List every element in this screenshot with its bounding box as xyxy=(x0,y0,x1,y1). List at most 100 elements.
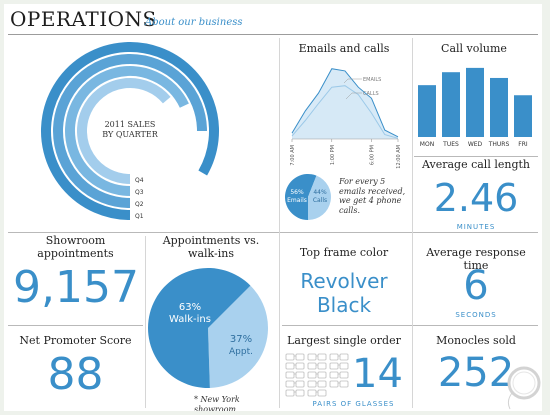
glasses-lens xyxy=(285,362,295,370)
slice-appt xyxy=(208,285,269,388)
sales-label-q1: Q1 xyxy=(135,213,144,220)
response-value: 6 xyxy=(463,263,489,309)
glasses-lens xyxy=(295,389,305,397)
glasses-lens xyxy=(339,380,349,388)
sales-ring-q1 xyxy=(41,42,219,220)
bar-label-fri: FRI xyxy=(518,141,528,148)
glasses-lens xyxy=(317,353,327,361)
call-volume-title: Call volume xyxy=(441,42,507,55)
sales-label-q3: Q3 xyxy=(135,189,144,196)
glasses-lens xyxy=(339,353,349,361)
sales-label-q4: Q4 xyxy=(135,177,144,184)
glasses-lens xyxy=(285,353,295,361)
monocles-title: Monocles sold xyxy=(436,334,516,347)
sales-title-line1: 2011 SALES xyxy=(105,120,156,129)
ratio-note: For every 5 emails received, we get 4 ph… xyxy=(339,177,406,215)
glasses-icon xyxy=(329,353,349,361)
response-unit: SECONDS xyxy=(455,311,497,319)
glasses-icon xyxy=(285,380,305,388)
glasses-icon xyxy=(329,371,349,379)
calls-label: Calls xyxy=(313,197,327,204)
glasses-lens xyxy=(329,362,339,370)
glasses-icon xyxy=(307,371,327,379)
sales-title-line2: BY QUARTER xyxy=(102,130,158,139)
glasses-lens xyxy=(317,371,327,379)
glasses-lens xyxy=(307,380,317,388)
glasses-icon xyxy=(285,371,305,379)
radial-rings xyxy=(41,42,219,220)
emails-pct: 56% xyxy=(290,189,304,196)
bar-label-tues: TUES xyxy=(442,141,459,148)
glasses-lens xyxy=(307,389,317,397)
glasses-lens xyxy=(317,380,327,388)
divider xyxy=(145,236,146,408)
glasses-lens xyxy=(307,371,317,379)
order-value: 14 xyxy=(352,351,403,397)
appt-label: Appt. xyxy=(229,347,253,357)
glasses-lens xyxy=(339,371,349,379)
bar-label-wed: WED xyxy=(468,141,483,148)
avg-call-title: Average call length xyxy=(422,158,530,171)
glasses-lens xyxy=(329,371,339,379)
glasses-lens xyxy=(285,380,295,388)
divider xyxy=(412,38,413,408)
x-tick-label: 12:00 AM xyxy=(396,145,402,169)
glasses-lens xyxy=(329,353,339,361)
frame-title: Top frame color xyxy=(299,246,389,259)
glasses-lens xyxy=(295,353,305,361)
appt-pct: 37% xyxy=(230,334,252,345)
appointments-title: Appointments vs. walk-ins xyxy=(146,234,276,260)
appointments-footnote: * New York showroom xyxy=(194,395,240,411)
bar-thurs xyxy=(490,77,508,137)
avg-call-value: 2.46 xyxy=(433,176,519,220)
sales-radial-chart: 2011 SALES BY QUARTER Q1 Q2 Q3 Q4 xyxy=(41,42,219,220)
glasses-icon xyxy=(285,389,305,397)
emails-calls-pie: 56% Emails 44% Calls xyxy=(284,174,331,220)
glasses-lens xyxy=(307,362,317,370)
glasses-icon xyxy=(307,362,327,370)
sales-label-q2: Q2 xyxy=(135,201,144,208)
calls-pct: 44% xyxy=(313,189,327,196)
bar-mon xyxy=(418,85,436,137)
appointments-title-line2: walk-ins xyxy=(188,246,234,260)
area-line-emails xyxy=(291,68,399,138)
response-title: Average response time xyxy=(426,246,526,272)
glasses-lens xyxy=(317,362,327,370)
glasses-lens xyxy=(339,362,349,370)
emails-label: Emails xyxy=(287,197,307,204)
divider xyxy=(8,232,538,233)
showroom-title-line2: appointments xyxy=(37,246,114,260)
glasses-icon xyxy=(307,353,327,361)
emails-calls-title: Emails and calls xyxy=(298,42,390,55)
slice-walkins xyxy=(148,267,251,388)
x-tick-label: 6:00 PM xyxy=(370,145,376,165)
sales-ring-q4 xyxy=(77,78,171,184)
x-tick-label: 1:00 PM xyxy=(330,145,336,165)
showroom-title: Showroom appointments xyxy=(8,234,143,260)
legend-calls: CALLS xyxy=(363,91,379,97)
monocle-icon xyxy=(507,366,541,410)
area-line-calls xyxy=(291,85,399,139)
glasses-icon xyxy=(285,353,305,361)
page-title: OPERATIONS xyxy=(10,7,157,31)
order-unit: PAIRS OF GLASSES xyxy=(312,400,395,408)
bar-fri xyxy=(514,95,532,137)
area-fill-calls xyxy=(292,85,398,139)
header-divider xyxy=(8,34,538,35)
glasses-icon xyxy=(307,380,327,388)
sales-ring-q3 xyxy=(65,66,189,196)
showroom-value: 9,157 xyxy=(13,262,139,313)
glasses-icon xyxy=(285,362,305,370)
frame-value-line1: Revolver xyxy=(300,269,388,293)
glasses-icon xyxy=(329,362,349,370)
nps-value: 88 xyxy=(47,349,104,400)
appointments-pie: 63% Walk-ins 37% Appt. xyxy=(148,267,269,388)
glasses-icon xyxy=(307,389,327,397)
frame-value-line2: Black xyxy=(316,293,372,317)
bar-wed xyxy=(466,67,484,137)
glasses-lens xyxy=(295,371,305,379)
operations-infographic: OPERATIONS About our business 2011 SALES… xyxy=(4,4,542,411)
nps-title: Net Promoter Score xyxy=(19,334,132,347)
glasses-lens xyxy=(285,389,295,397)
legend-emails: EMAILS xyxy=(363,77,381,83)
